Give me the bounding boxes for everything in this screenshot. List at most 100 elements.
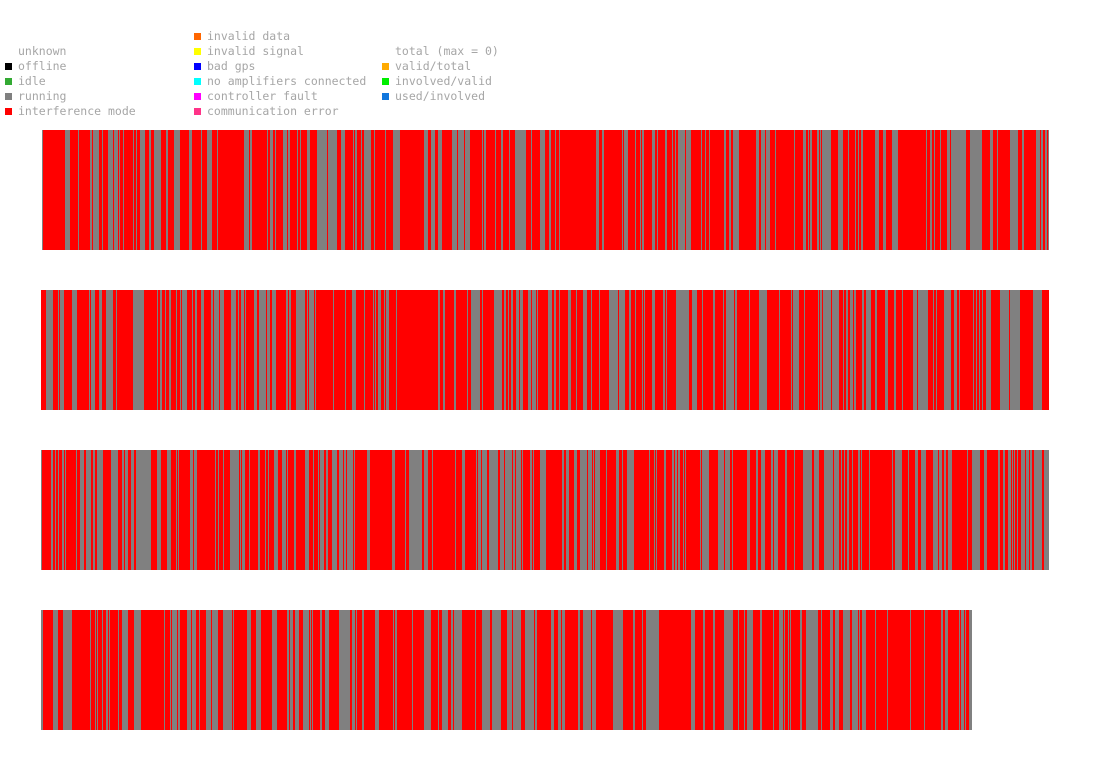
interference-segment [252, 130, 256, 250]
interference-segment [512, 450, 513, 570]
interference-segment [248, 290, 254, 410]
interference-segment [105, 450, 106, 570]
interference-segment [893, 450, 895, 570]
interference-segment [645, 290, 648, 410]
interference-segment [816, 290, 818, 410]
interference-segment [677, 130, 678, 250]
interference-segment [113, 130, 114, 250]
interference-segment [911, 610, 912, 730]
interference-segment [156, 450, 157, 570]
interference-segment [850, 450, 852, 570]
interference-segment [429, 290, 433, 410]
interference-segment [153, 130, 154, 250]
interference-segment [1015, 450, 1016, 570]
interference-segment [128, 610, 132, 730]
interference-segment [167, 610, 170, 730]
interference-segment [771, 130, 772, 250]
interference-segment [134, 450, 136, 570]
interference-segment [590, 290, 591, 410]
interference-segment [697, 610, 703, 730]
interference-segment [406, 450, 407, 570]
interference-segment [581, 610, 583, 730]
interference-segment [715, 290, 720, 410]
interference-segment [547, 610, 551, 730]
interference-segment [347, 130, 349, 250]
interference-segment [286, 450, 287, 570]
interference-segment [750, 450, 756, 570]
interference-segment [276, 130, 279, 250]
interference-segment [258, 130, 266, 250]
interference-segment [658, 290, 659, 410]
interference-segment [854, 130, 855, 250]
interference-segment [346, 290, 348, 410]
interference-segment [477, 450, 478, 570]
interference-segment [767, 290, 775, 410]
interference-segment [592, 130, 594, 250]
interference-segment [902, 450, 905, 570]
interference-segment [686, 450, 691, 570]
interference-segment [108, 610, 109, 730]
interference-segment [354, 130, 355, 250]
interference-segment [316, 290, 325, 410]
legend-label: interference mode [18, 104, 136, 118]
interference-segment [145, 130, 149, 250]
interference-segment [502, 290, 504, 410]
interference-segment [314, 450, 318, 570]
interference-segment [599, 610, 601, 730]
interference-segment [619, 450, 620, 570]
interference-segment [137, 130, 138, 250]
interference-segment [742, 450, 747, 570]
interference-segment [339, 290, 345, 410]
interference-segment [839, 450, 841, 570]
interference-segment [88, 610, 90, 730]
interference-segment [173, 290, 176, 410]
interference-segment [362, 130, 364, 250]
interference-segment [185, 450, 190, 570]
interference-segment [79, 130, 84, 250]
interference-segment [717, 130, 724, 250]
interference-segment [854, 450, 858, 570]
interference-segment [456, 290, 460, 410]
interference-segment [980, 290, 982, 410]
interference-segment [543, 610, 547, 730]
interference-segment [774, 610, 779, 730]
interference-segment [928, 130, 929, 250]
interference-segment [171, 290, 173, 410]
interference-segment [856, 130, 858, 250]
interference-segment [576, 130, 581, 250]
running-segment [41, 450, 1049, 570]
interference-segment [789, 450, 794, 570]
interference-segment [843, 130, 848, 250]
interference-segment [118, 130, 119, 250]
interference-segment [796, 130, 798, 250]
interference-segment [463, 610, 475, 730]
interference-segment [783, 610, 784, 730]
interference-segment [266, 290, 267, 410]
interference-segment [151, 450, 152, 570]
interference-segment [581, 130, 587, 250]
interference-segment [246, 290, 248, 410]
interference-segment [792, 290, 793, 410]
interference-segment [276, 290, 286, 410]
interference-segment [460, 290, 467, 410]
interference-segment [375, 130, 384, 250]
interference-segment [261, 610, 262, 730]
interference-segment [322, 610, 325, 730]
interference-segment [634, 450, 648, 570]
interference-segment [324, 450, 326, 570]
interference-segment [958, 610, 959, 730]
interference-segment [314, 290, 315, 410]
interference-segment [831, 290, 832, 410]
interference-segment [348, 290, 352, 410]
interference-segment [928, 290, 933, 410]
interference-segment [625, 290, 629, 410]
interference-segment [521, 450, 522, 570]
interference-segment [400, 610, 407, 730]
status-strip [42, 130, 1049, 250]
interference-segment [468, 450, 476, 570]
interference-segment [888, 290, 893, 410]
interference-segment [298, 130, 300, 250]
interference-segment [552, 290, 554, 410]
interference-segment [977, 290, 979, 410]
